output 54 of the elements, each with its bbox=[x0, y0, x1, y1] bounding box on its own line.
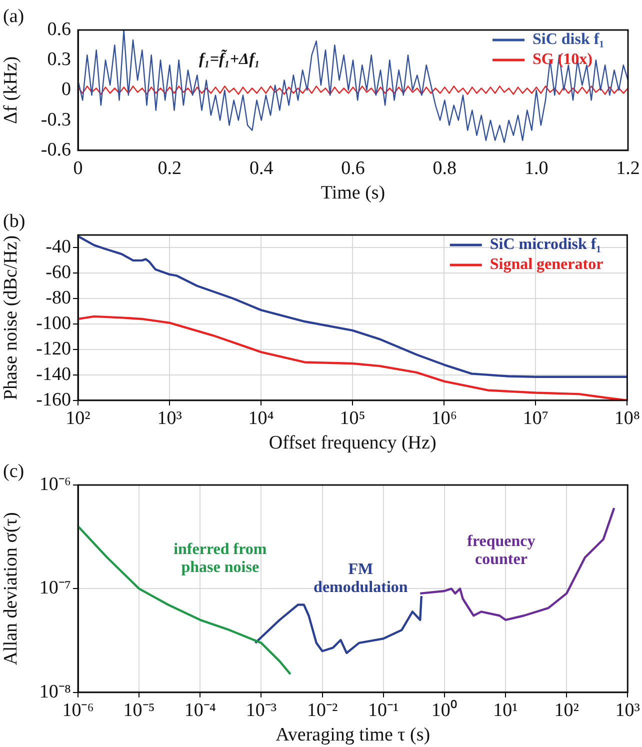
series-label: inferred from phase noise bbox=[174, 541, 268, 576]
series-label: FM demodulation bbox=[314, 561, 408, 596]
x-tick-label: 10⁻⁵ bbox=[123, 700, 155, 721]
chart-title: (b) bbox=[3, 211, 26, 232]
y-axis-title: Δf (kHz) bbox=[0, 56, 22, 124]
y-tick-label: 0.3 bbox=[47, 49, 71, 70]
y-tick-label: -40 bbox=[46, 236, 71, 258]
legend-label: Signal generator bbox=[490, 256, 604, 274]
x-tick-label: 0.2 bbox=[158, 158, 182, 179]
series-label: frequency counter bbox=[467, 532, 536, 568]
chart-title: (c) bbox=[3, 461, 24, 482]
x-tick-label: 10³ bbox=[157, 408, 182, 429]
y-tick-label: -100 bbox=[36, 313, 71, 334]
x-tick-label: 0.4 bbox=[249, 158, 274, 179]
x-tick-label: 10³ bbox=[615, 700, 640, 721]
x-tick-label: 10⁻³ bbox=[246, 700, 277, 721]
x-tick-label: 10² bbox=[66, 408, 91, 429]
chart-title: (a) bbox=[3, 6, 24, 27]
x-tick-label: 10⁸ bbox=[614, 408, 640, 429]
x-tick-label: 10⁻¹ bbox=[368, 700, 400, 721]
x-tick-label: 10² bbox=[554, 700, 580, 721]
x-tick-label: 0.6 bbox=[341, 158, 365, 179]
x-axis-title: Offset frequency (Hz) bbox=[268, 432, 436, 454]
y-tick-label: 0 bbox=[62, 79, 71, 100]
x-tick-label: 10⁻⁴ bbox=[184, 700, 216, 721]
y-tick-label: -60 bbox=[46, 262, 71, 284]
x-tick-label: 0.8 bbox=[432, 158, 457, 179]
y-tick-label: 10⁻⁶ bbox=[39, 474, 71, 495]
x-tick-label: 10⁶ bbox=[431, 408, 457, 429]
legend-label: SiC disk f₁ bbox=[532, 31, 604, 48]
x-axis-title: Averaging time τ (s) bbox=[276, 724, 430, 746]
y-tick-label: -0.6 bbox=[40, 139, 71, 160]
legend-label: SiC microdisk f₁ bbox=[490, 236, 602, 254]
y-axis-title: Allan deviation σ(τ) bbox=[0, 512, 22, 666]
x-tick-label: 10⁷ bbox=[522, 408, 548, 429]
x-tick-label: 10⁴ bbox=[248, 408, 274, 429]
x-tick-label: 10⁰ bbox=[431, 698, 458, 721]
y-axis-title: Phase noise (dBc/Hz) bbox=[0, 235, 22, 400]
x-tick-label: 10⁻² bbox=[306, 700, 338, 721]
y-tick-label: -160 bbox=[36, 389, 71, 410]
x-tick-label: 1.2 bbox=[616, 158, 640, 179]
x-axis-title: Time (s) bbox=[320, 182, 386, 204]
y-tick-label: -80 bbox=[46, 288, 71, 309]
y-tick-label: 10⁻⁷ bbox=[39, 578, 71, 599]
y-tick-label: -140 bbox=[36, 364, 71, 385]
x-tick-label: 1.0 bbox=[524, 158, 548, 179]
x-tick-label: 10⁻⁶ bbox=[62, 700, 94, 721]
y-tick-label: -120 bbox=[36, 338, 71, 360]
y-tick-label: -0.3 bbox=[40, 109, 71, 130]
x-tick-label: 10⁵ bbox=[340, 408, 366, 429]
x-tick-label: 10¹ bbox=[493, 700, 518, 721]
annotation: f₁=f̃₁+Δf₁ bbox=[199, 49, 260, 68]
y-tick-label: 10⁻⁸ bbox=[39, 681, 71, 702]
y-tick-label: 0.6 bbox=[47, 18, 71, 40]
